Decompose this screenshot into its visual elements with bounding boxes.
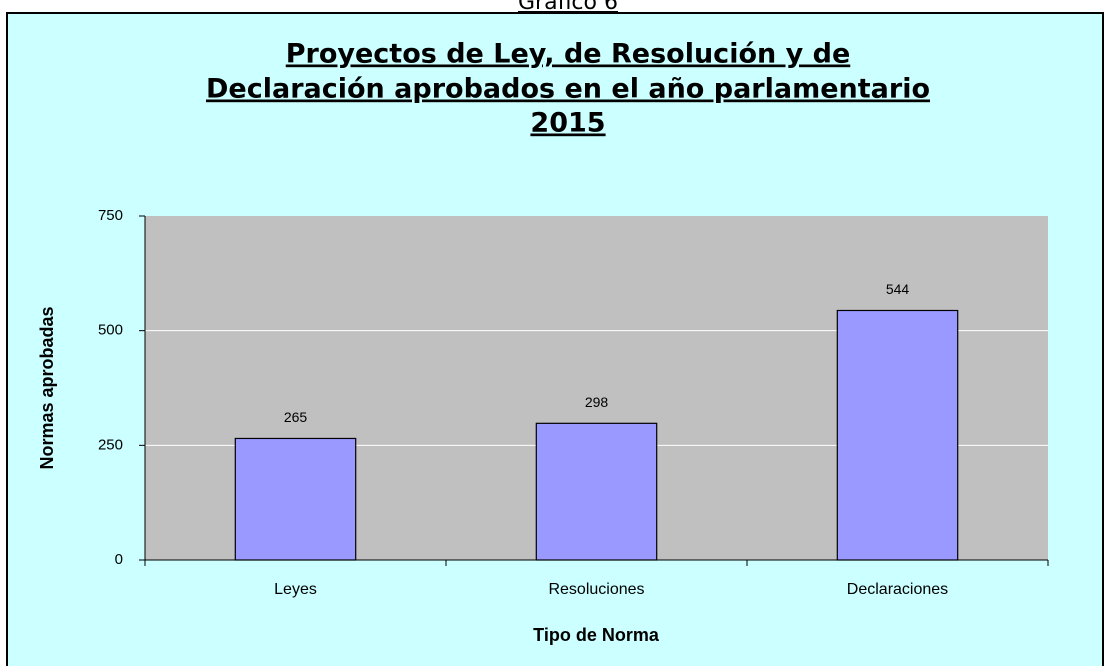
x-tick-label: Resoluciones bbox=[548, 581, 644, 598]
x-axis-label: Tipo de Norma bbox=[533, 625, 660, 645]
bar bbox=[535, 422, 658, 561]
data-label: 298 bbox=[585, 394, 609, 410]
bar bbox=[234, 437, 357, 561]
x-tick-label: Leyes bbox=[274, 581, 317, 598]
y-tick-label: 750 bbox=[98, 207, 123, 224]
chart-title: Proyectos de Ley, de Resolución y de bbox=[286, 39, 851, 70]
caption: Gráfico 6 bbox=[518, 0, 618, 15]
y-tick-label: 500 bbox=[98, 322, 123, 339]
data-label: 265 bbox=[284, 409, 308, 425]
y-tick-label: 0 bbox=[115, 551, 123, 568]
bar bbox=[836, 309, 959, 561]
chart-title: Declaración aprobados en el año parlamen… bbox=[206, 74, 930, 105]
y-tick-label: 250 bbox=[98, 436, 123, 453]
x-tick-label: Declaraciones bbox=[847, 581, 948, 598]
chart-title: 2015 bbox=[530, 108, 605, 139]
data-label: 544 bbox=[886, 281, 910, 297]
y-axis-label: Normas aprobadas bbox=[37, 306, 57, 469]
